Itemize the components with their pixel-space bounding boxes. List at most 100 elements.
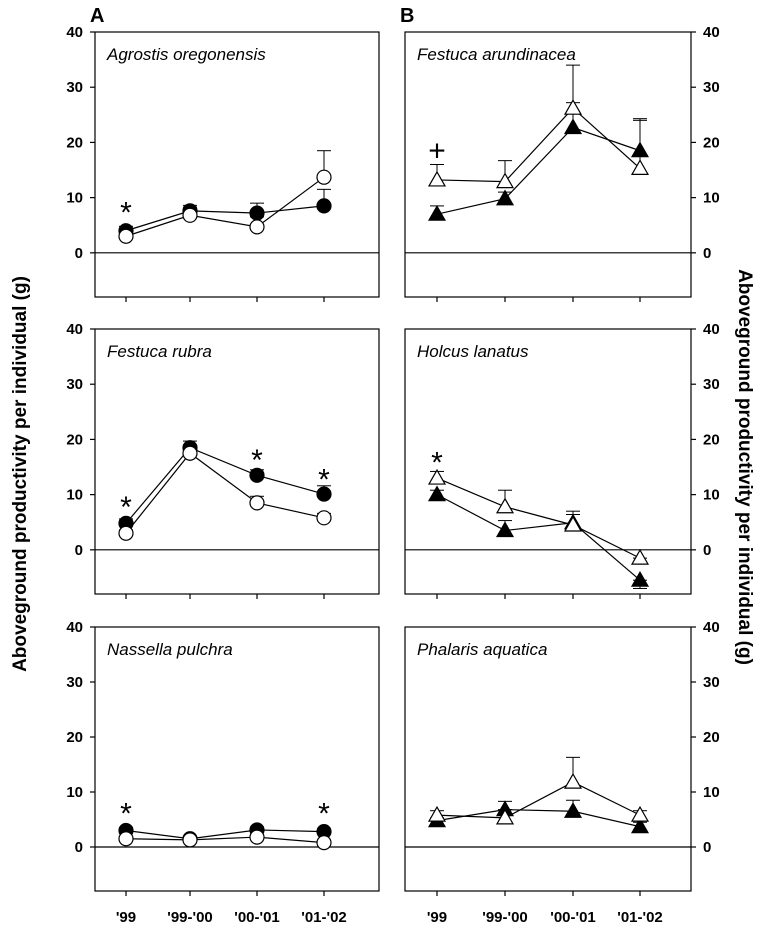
significance-mark: * bbox=[431, 447, 443, 480]
y-tick-label: 20 bbox=[703, 729, 720, 746]
panels: Agrostis oregonensis 0 10 20 30 40 * Festuca ar… bbox=[66, 24, 719, 926]
panel-6: Phalaris aquatica 0 10 20 30 40 '99 '99-'00 '00-… bbox=[404, 619, 720, 926]
series-1 bbox=[427, 485, 650, 589]
x-tick-label: '99-'00 bbox=[482, 909, 528, 926]
y-tick-label: 0 bbox=[703, 542, 711, 559]
y-tick-label: 20 bbox=[66, 729, 83, 746]
significance-mark: * bbox=[318, 463, 330, 496]
x-tick-label: '00-'01 bbox=[234, 909, 280, 926]
y-tick-label: 10 bbox=[703, 190, 720, 207]
plot-frame bbox=[94, 328, 380, 595]
data-point bbox=[118, 228, 134, 244]
data-point bbox=[316, 169, 332, 185]
data-point bbox=[249, 467, 265, 483]
x-tick-label: '01-'02 bbox=[617, 909, 663, 926]
panel-title: Nassella pulchra bbox=[107, 640, 233, 659]
data-point bbox=[630, 805, 650, 822]
series-1 bbox=[118, 188, 332, 239]
panel-title: Festuca rubra bbox=[107, 342, 212, 361]
series-2 bbox=[118, 150, 332, 244]
y-tick-label: 0 bbox=[703, 245, 711, 262]
data-point bbox=[316, 834, 332, 851]
y-tick-label: 30 bbox=[66, 376, 83, 393]
data-point bbox=[118, 831, 134, 847]
series-line bbox=[125, 836, 325, 844]
y-tick-label: 40 bbox=[703, 24, 720, 41]
series-2 bbox=[118, 444, 332, 541]
significance-mark: * bbox=[120, 798, 132, 831]
significance-mark: + bbox=[428, 135, 446, 168]
data-point bbox=[316, 510, 332, 526]
y-tick-label: 30 bbox=[66, 674, 83, 691]
panel-3: Festuca rubra 0 10 20 30 40 * * * bbox=[66, 321, 380, 599]
x-tick-label: '01-'02 bbox=[301, 909, 347, 926]
panel-letter-b: B bbox=[400, 5, 414, 27]
data-point bbox=[427, 485, 447, 502]
significance-mark: * bbox=[120, 197, 132, 230]
series-line bbox=[125, 446, 325, 524]
series-2 bbox=[118, 828, 332, 851]
panel-letter-a: A bbox=[90, 5, 104, 27]
plot-frame bbox=[404, 31, 692, 298]
y-tick-label: 10 bbox=[66, 784, 83, 801]
x-tick-label: '99-'00 bbox=[167, 909, 213, 926]
series-line bbox=[125, 205, 325, 232]
series-2 bbox=[427, 756, 650, 825]
series-line bbox=[125, 452, 325, 534]
data-point bbox=[427, 170, 447, 187]
data-point bbox=[316, 486, 332, 502]
y-tick-label: 30 bbox=[703, 376, 720, 393]
data-point bbox=[563, 98, 583, 115]
y-tick-label: 20 bbox=[66, 134, 83, 151]
y-tick-label: 0 bbox=[75, 542, 83, 559]
series-line bbox=[125, 176, 325, 237]
data-point bbox=[563, 515, 583, 532]
y-tick-label: 0 bbox=[75, 245, 83, 262]
data-point bbox=[563, 772, 583, 789]
data-point bbox=[427, 468, 447, 485]
y-tick-label: 30 bbox=[703, 79, 720, 96]
panel-4: Holcus lanatus 0 10 20 30 40 * bbox=[404, 321, 720, 599]
plot-frame bbox=[404, 328, 692, 595]
significance-mark: * bbox=[318, 798, 330, 831]
data-point bbox=[182, 445, 198, 461]
series-2 bbox=[427, 468, 650, 565]
y-tick-label: 20 bbox=[703, 134, 720, 151]
y-tick-label: 20 bbox=[703, 431, 720, 448]
data-point bbox=[495, 172, 515, 189]
data-point bbox=[427, 805, 447, 822]
significance-mark: * bbox=[120, 491, 132, 524]
y-tick-label: 40 bbox=[66, 24, 83, 41]
data-point bbox=[630, 548, 650, 565]
panel-title: Festuca arundinacea bbox=[417, 45, 576, 64]
y-tick-label: 40 bbox=[66, 321, 83, 338]
panel-title: Agrostis oregonensis bbox=[106, 45, 266, 64]
series-line bbox=[436, 126, 641, 215]
y-tick-label: 0 bbox=[75, 839, 83, 856]
data-point bbox=[495, 189, 515, 206]
significance-mark: * bbox=[251, 444, 263, 477]
data-point bbox=[563, 118, 583, 135]
data-point bbox=[630, 570, 650, 587]
plot-frame bbox=[94, 626, 380, 892]
y-tick-label: 10 bbox=[66, 487, 83, 504]
series-line bbox=[436, 477, 641, 559]
data-point bbox=[495, 808, 515, 825]
y-tick-label: 10 bbox=[703, 784, 720, 801]
data-point bbox=[427, 204, 447, 221]
series-line bbox=[436, 808, 641, 828]
panel-5: Nassella pulchra 0 10 20 30 40 '99 '99-'00 '00-'… bbox=[66, 619, 380, 926]
y-tick-label: 10 bbox=[703, 487, 720, 504]
data-point bbox=[249, 829, 265, 845]
y-axis-label-left: Aboveground productivity per individual … bbox=[10, 276, 31, 672]
plot-frame bbox=[94, 31, 380, 298]
y-tick-label: 40 bbox=[703, 321, 720, 338]
x-tick-label: '99 bbox=[427, 909, 447, 926]
series-line bbox=[125, 829, 325, 840]
panel-title: Phalaris aquatica bbox=[417, 640, 547, 659]
series-1 bbox=[118, 822, 332, 847]
y-tick-label: 40 bbox=[703, 619, 720, 636]
series-line bbox=[436, 107, 641, 183]
data-point bbox=[495, 521, 515, 538]
